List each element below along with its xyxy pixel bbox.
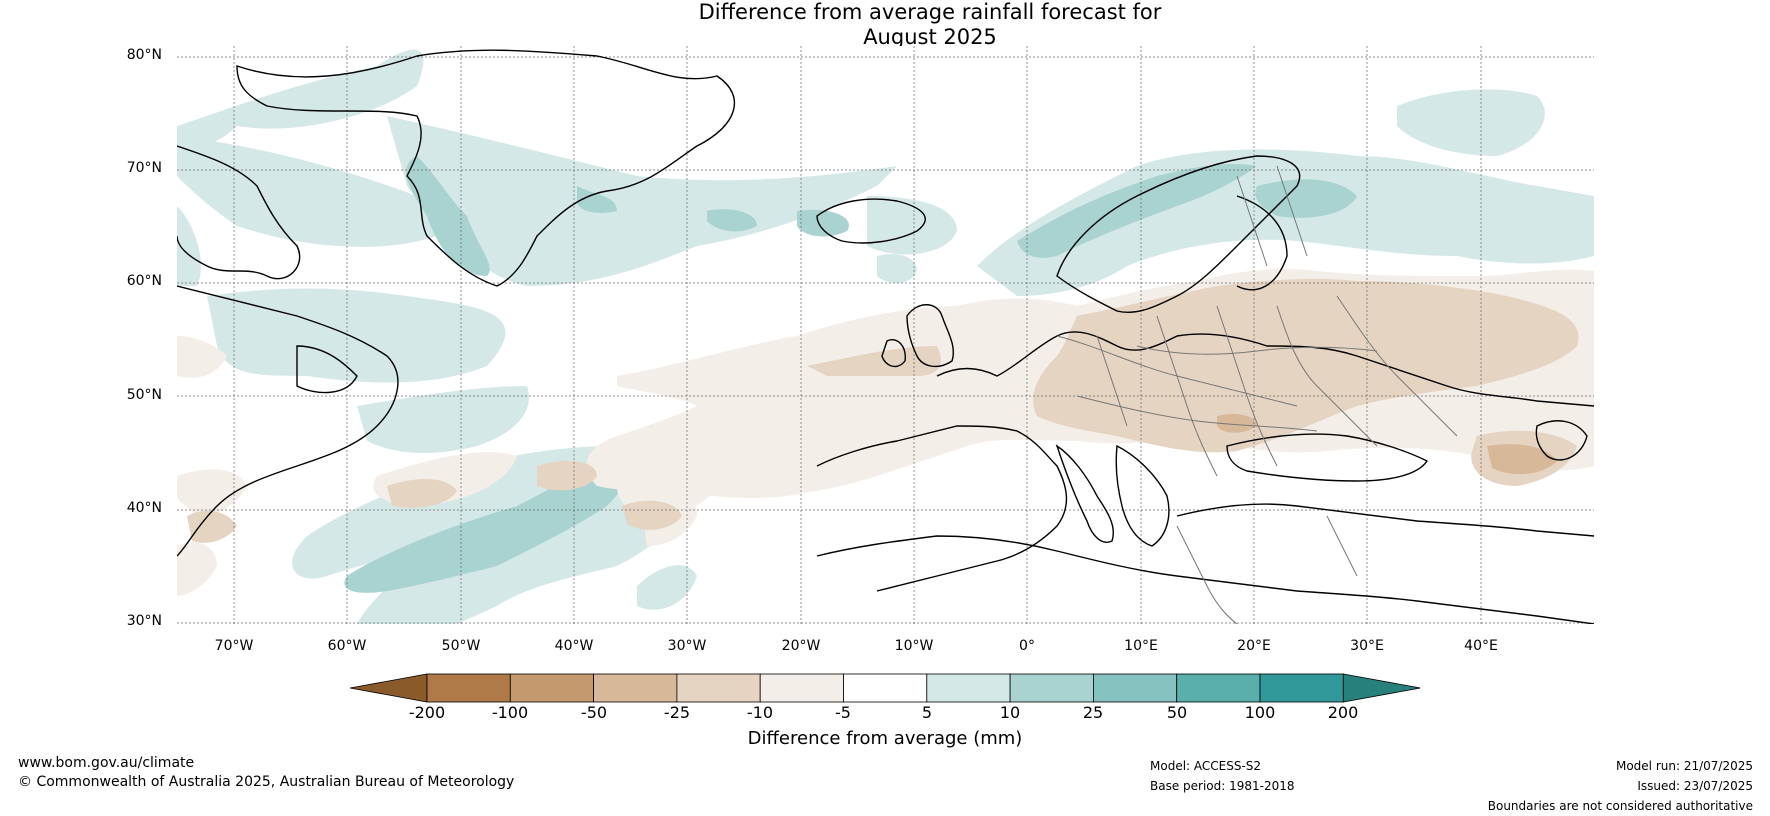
- title-line-2: August 2025: [863, 25, 997, 49]
- coastlines: [177, 49, 1594, 624]
- colorbar-segment: [426, 673, 511, 703]
- lon-label-40e: 40°E: [1464, 638, 1498, 654]
- wetter-10-25-regions: [344, 156, 1357, 593]
- country-borders: [1056, 165, 1458, 624]
- colorbar: [350, 673, 1420, 703]
- lon-label-60w: 60°W: [327, 638, 367, 654]
- cb-tick-neg50: -50: [580, 703, 608, 722]
- lat-label-80: 80°N: [126, 47, 162, 63]
- cb-tick-neg5: -5: [835, 703, 851, 722]
- cb-tick-200: 200: [1327, 703, 1359, 722]
- cb-tick-25: 25: [1082, 703, 1104, 722]
- disclaimer-text: Boundaries are not considered authoritat…: [1487, 799, 1753, 813]
- colorbar-segment: [1259, 673, 1344, 703]
- colorbar-segment: [509, 673, 595, 703]
- lat-label-60: 60°N: [126, 273, 162, 289]
- colorbar-arrow-high: [1342, 673, 1420, 703]
- lon-label-70w: 70°W: [214, 638, 254, 654]
- footer-left: www.bom.gov.au/climate © Commonwealth of…: [18, 754, 514, 792]
- lat-label-40: 40°N: [126, 500, 162, 516]
- colorbar-segment: [593, 673, 678, 703]
- lon-label-30e: 30°E: [1350, 638, 1384, 654]
- website-link[interactable]: www.bom.gov.au/climate: [18, 755, 195, 771]
- colorbar-segment: [1093, 673, 1178, 703]
- map-title: Difference from average rainfall forecas…: [0, 0, 1770, 50]
- rainfall-anomaly-map: [177, 46, 1594, 624]
- cb-tick-neg10: -10: [746, 703, 774, 722]
- lon-label-20w: 20°W: [781, 638, 821, 654]
- colorbar-segment: [843, 673, 928, 703]
- colorbar-label: Difference from average (mm): [747, 728, 1023, 749]
- colorbar-segment: [759, 673, 844, 703]
- colorbar-segment: [926, 673, 1011, 703]
- copyright-text: © Commonwealth of Australia 2025, Austra…: [18, 774, 515, 790]
- lon-label-50w: 50°W: [441, 638, 481, 654]
- cb-tick-neg200: -200: [408, 703, 446, 722]
- colorbar-segment: [1176, 673, 1261, 703]
- colorbar-segments: [350, 673, 1420, 703]
- footer-right: Model run: 21/07/2025 Issued: 23/07/2025…: [1488, 756, 1753, 816]
- cb-tick-10: 10: [999, 703, 1021, 722]
- colorbar-segment: [676, 673, 761, 703]
- title-line-1: Difference from average rainfall forecas…: [698, 0, 1162, 24]
- gridlines: [177, 46, 1594, 624]
- lat-label-50: 50°N: [126, 387, 162, 403]
- lon-label-20e: 20°E: [1237, 638, 1271, 654]
- colorbar-arrow-low: [350, 673, 428, 703]
- model-text: Model: ACCESS-S2: [1150, 759, 1262, 773]
- model-run-text: Model run: 21/07/2025: [1615, 759, 1753, 773]
- base-period-text: Base period: 1981-2018: [1150, 779, 1295, 793]
- lon-label-10w: 10°W: [894, 638, 934, 654]
- lat-label-30: 30°N: [126, 613, 162, 629]
- lon-label-10e: 10°E: [1124, 638, 1158, 654]
- lon-label-30w: 30°W: [667, 638, 707, 654]
- colorbar-segment: [1009, 673, 1094, 703]
- cb-tick-5: 5: [921, 703, 933, 722]
- lon-label-40w: 40°W: [554, 638, 594, 654]
- cb-tick-neg100: -100: [491, 703, 529, 722]
- cb-tick-100: 100: [1244, 703, 1276, 722]
- lon-label-0: 0°: [1019, 638, 1035, 654]
- issued-text: Issued: 23/07/2025: [1637, 779, 1753, 793]
- cb-tick-50: 50: [1166, 703, 1188, 722]
- cb-tick-neg25: -25: [663, 703, 691, 722]
- footer-middle: Model: ACCESS-S2 Base period: 1981-2018: [1150, 756, 1295, 796]
- lat-label-70: 70°N: [126, 160, 162, 176]
- drier-25-50-regions: [1217, 414, 1557, 475]
